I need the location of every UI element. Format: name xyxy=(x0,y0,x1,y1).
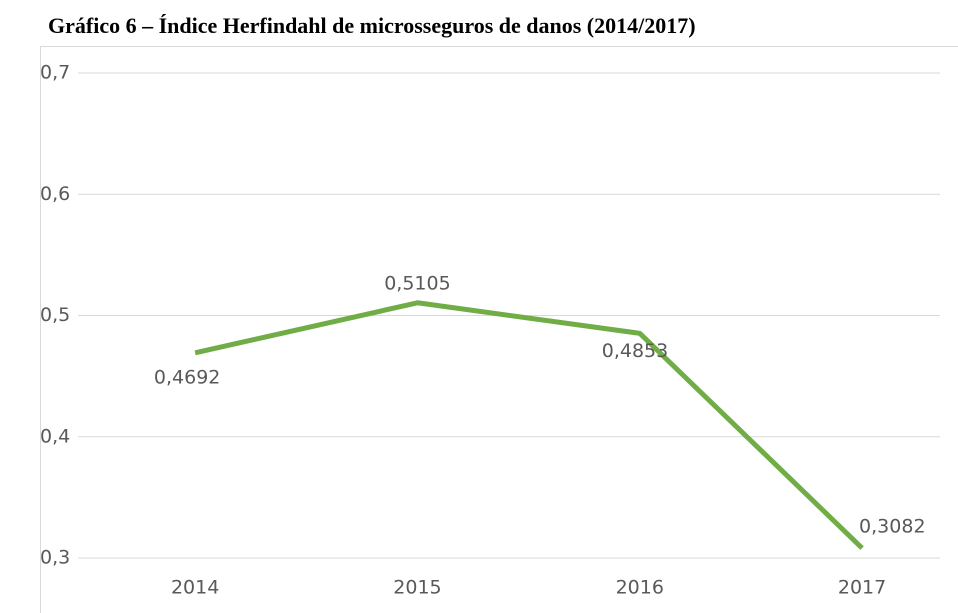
y-tick-label: 0,7 xyxy=(40,62,70,84)
line-series xyxy=(194,300,864,550)
data-label: 0,4692 xyxy=(154,366,220,388)
y-tick-label: 0,6 xyxy=(40,183,70,205)
data-label: 0,3082 xyxy=(859,516,925,538)
x-tick-label: 2014 xyxy=(171,577,219,599)
chart-title: Gráfico 6 – Índice Herfindahl de micross… xyxy=(48,13,696,38)
x-tick-label: 2015 xyxy=(393,577,441,599)
data-label: 0,5105 xyxy=(384,272,450,294)
x-tick-label: 2016 xyxy=(616,577,664,599)
y-tick-label: 0,4 xyxy=(40,425,70,447)
x-tick-label: 2017 xyxy=(838,577,886,599)
y-tick-label: 0,5 xyxy=(40,304,70,326)
y-tick-label: 0,3 xyxy=(40,547,70,569)
chart-frame xyxy=(40,46,958,613)
data-label: 0,4853 xyxy=(602,340,668,362)
